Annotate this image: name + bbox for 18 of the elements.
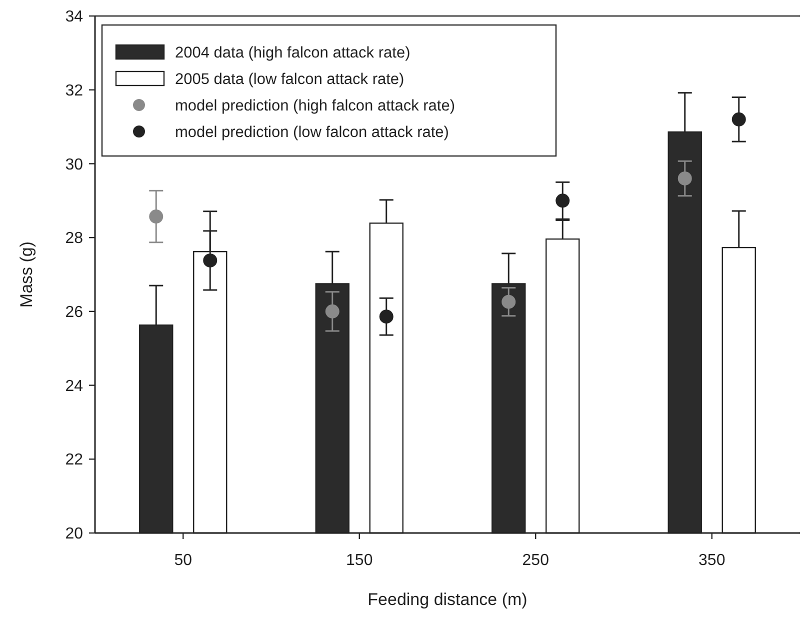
legend-label: model prediction (high falcon attack rate) (175, 97, 456, 114)
y-tick-label: 34 (65, 8, 84, 26)
y-tick-label: 32 (65, 82, 84, 100)
y-tick-label: 20 (65, 526, 84, 543)
y-tick-label: 24 (65, 378, 84, 395)
legend-label: model prediction (low falcon attack rate) (175, 124, 449, 141)
legend-label: 2005 data (low falcon attack rate) (175, 70, 404, 88)
x-tick-label: 50 (174, 552, 192, 569)
legend-label: 2004 data (high falcon attack rate) (175, 44, 410, 62)
x-tick-label: 250 (522, 552, 550, 569)
y-axis-title: Mass (g) (17, 241, 36, 308)
y-tick-label: 26 (65, 304, 84, 322)
y-tick-label: 30 (65, 156, 84, 174)
y-tick-label: 22 (65, 452, 84, 469)
x-axis-title: Feeding distance (m) (368, 590, 528, 609)
x-tick-label: 350 (698, 552, 726, 569)
y-tick-label: 28 (65, 230, 84, 248)
x-tick-label: 150 (346, 552, 373, 569)
